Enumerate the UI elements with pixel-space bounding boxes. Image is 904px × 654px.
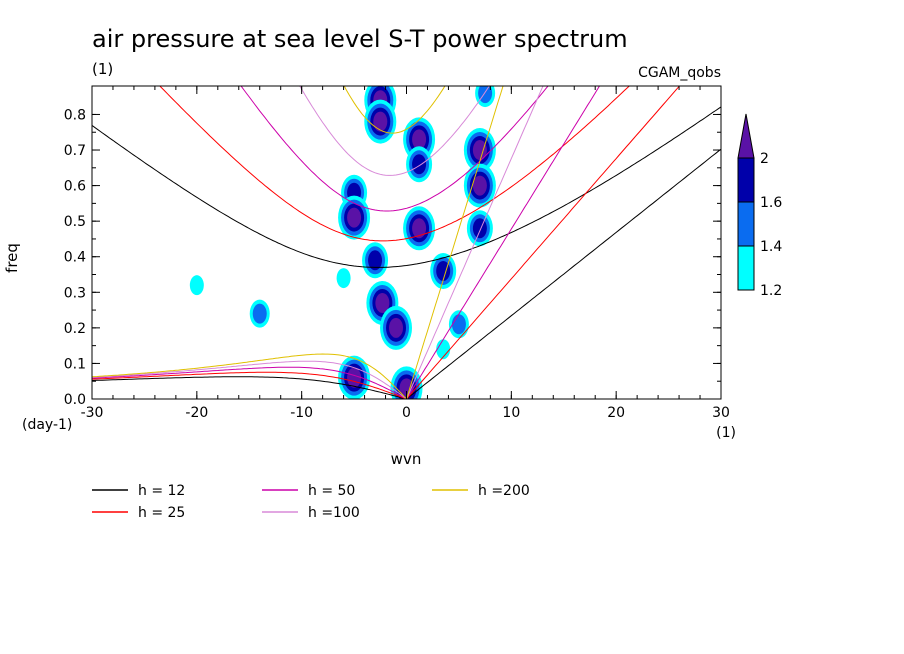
x-tick-label: -30	[81, 405, 104, 421]
y-axis-units: (day-1)	[22, 417, 72, 433]
power-patch	[448, 310, 469, 339]
y-tick-label: 0.2	[64, 321, 86, 337]
x-tick-label: 0	[402, 405, 411, 421]
rossby-curve	[92, 353, 407, 399]
x-tick-label: -10	[290, 405, 313, 421]
y-tick-label: 0.4	[64, 250, 86, 266]
x-tick-label: 30	[712, 405, 730, 421]
colorbar-segment	[737, 157, 755, 203]
legend-label: h =100	[308, 505, 360, 521]
legend-label: h = 12	[138, 483, 185, 499]
x-axis-units: (1)	[716, 425, 736, 441]
power-patch	[466, 210, 493, 247]
gravity-curve	[240, 86, 549, 212]
dispersion-curves	[92, 86, 721, 399]
power-patch	[336, 268, 351, 289]
rossby-curve	[92, 366, 407, 399]
colorbar-segment	[737, 245, 755, 291]
gravity-curve	[299, 86, 490, 176]
title-units: (1)	[92, 60, 113, 78]
kelvin-curve	[406, 148, 721, 399]
kelvin-curve	[406, 86, 681, 399]
power-patch	[406, 146, 433, 183]
power-patch	[362, 242, 389, 279]
power-patches	[189, 86, 496, 399]
y-tick-label: 0.1	[64, 356, 86, 372]
power-patch	[364, 99, 397, 144]
y-axis-label: freq	[3, 243, 21, 273]
y-tick-label: 0.3	[64, 285, 86, 301]
x-axis-label: wvn	[391, 450, 422, 468]
rossby-curve	[92, 360, 407, 399]
power-patch	[430, 252, 457, 289]
power-patch	[436, 339, 451, 360]
power-patch	[475, 86, 496, 108]
legend-label: h = 25	[138, 505, 185, 521]
kelvin-curve	[406, 86, 504, 399]
legend-label: h = 50	[308, 483, 355, 499]
x-tick-label: 20	[607, 405, 625, 421]
colorbar-extend	[737, 113, 755, 159]
gravity-curve	[343, 86, 446, 134]
source-label: CGAM_qobs	[638, 65, 721, 81]
rossby-curve	[92, 376, 407, 399]
y-tick-label: 0.5	[64, 214, 86, 230]
colorbar-label: 2	[760, 151, 769, 167]
y-tick-label: 0.7	[64, 143, 86, 159]
gravity-curve	[159, 86, 631, 242]
kelvin-curve	[406, 86, 544, 399]
legend: h = 12 h = 25 h = 50 h =100 h =200	[92, 483, 530, 521]
y-tick-label: 0.0	[64, 392, 86, 408]
axis-ticks: -30 -20 -10 0 10 20 30 0.0 0.1 0.2 0.3 0.4 0.5 0.6 0.7…	[64, 86, 730, 421]
y-tick-label: 0.6	[64, 179, 86, 195]
power-patch	[189, 275, 204, 296]
x-tick-label: -20	[185, 405, 208, 421]
power-patch	[338, 195, 371, 240]
gravity-curve	[92, 106, 721, 268]
y-tick-label: 0.8	[64, 107, 86, 123]
x-tick-label: 10	[502, 405, 520, 421]
chart-title: air pressure at sea level S-T power spec…	[92, 25, 628, 53]
power-patch	[380, 305, 413, 350]
colorbar-segment	[737, 201, 755, 247]
power-patch	[249, 299, 270, 328]
colorbar-label: 1.6	[760, 195, 782, 211]
power-patch	[463, 163, 496, 208]
power-patch	[403, 206, 436, 251]
power-patch	[338, 355, 371, 399]
legend-label: h =200	[478, 483, 530, 499]
colorbar-label: 1.4	[760, 239, 782, 255]
kelvin-curve	[406, 86, 601, 399]
colorbar-label: 1.2	[760, 283, 782, 299]
rossby-curve	[92, 371, 407, 399]
colorbar: 2 1.6 1.4 1.2	[737, 113, 782, 299]
